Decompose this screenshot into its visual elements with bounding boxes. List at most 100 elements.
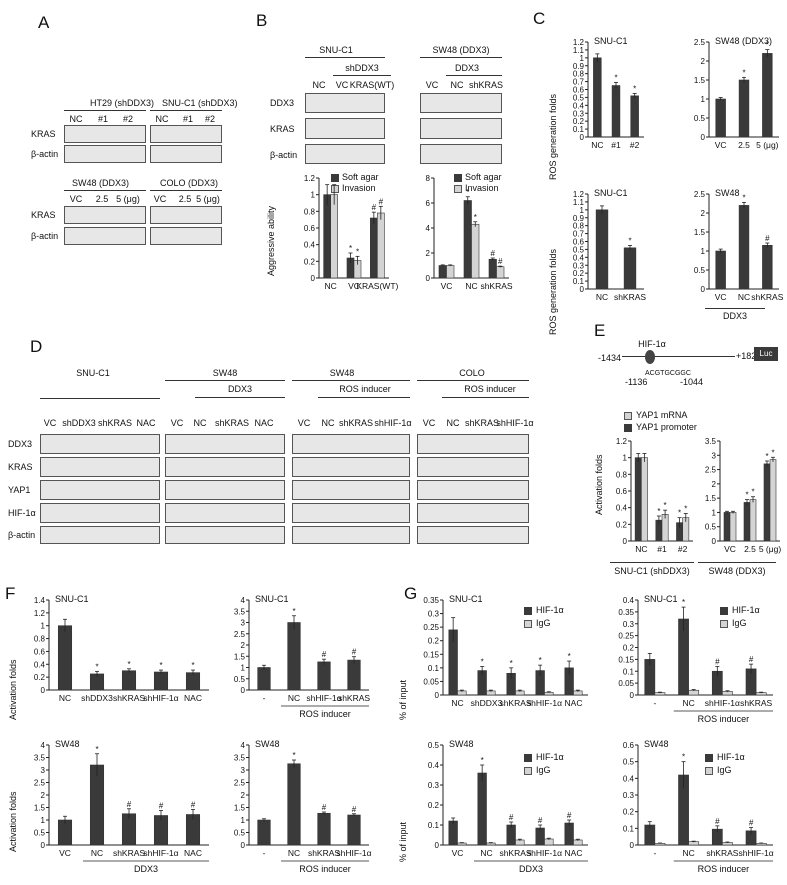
significance-mark: # [538,816,543,825]
category-label: NC [288,693,300,703]
chart-f-1: 0 0.2 0.4 0.6 0.8 1 1.2 1.4 SNU-C1 NC * shDDX3 * shKR… [34,594,209,703]
category-label: NC [451,698,463,708]
significance-mark: * [657,507,660,516]
significance-mark: # [352,648,357,657]
y-tick-label: 0 [630,691,635,700]
y-tick-label: 1 [701,95,706,104]
y-tick-label: 0.9 [573,214,585,223]
d-group: SW48 [212,368,238,378]
y-tick-label: 4 [426,224,431,233]
y-tick-label: 1.2 [616,437,628,446]
y-tick-label: 0.1 [428,821,440,830]
category-label: #1 [611,140,621,150]
legend-swatch [524,754,532,762]
y-tick-label: 0 [623,537,628,546]
legend-swatch [705,754,713,762]
y-tick-label: 1.5 [694,228,706,237]
y-tick-label: 4 [241,596,246,605]
legend-swatch [524,607,532,615]
y-tick-label: 0 [580,285,585,294]
significance-mark: * [466,188,469,197]
y-tick-label: 0.05 [423,677,439,686]
significance-mark: # [491,249,496,258]
blot-band [420,144,502,164]
significance-mark: * [682,753,685,762]
legend-label: YAP1 mRNA [636,410,688,420]
bar [370,217,378,279]
bar [317,812,331,846]
significance-mark: * [742,68,745,77]
bar [688,841,700,846]
category-label: NC [738,292,750,302]
bar [185,672,201,691]
y-tick-label: 0.5 [694,266,706,275]
y-tick-label: 0.7 [573,230,585,239]
d-lane: NC [321,418,335,428]
b-lane: shKRAS [468,80,504,90]
legend-label: Invasion [342,183,376,193]
significance-mark: * [292,607,295,616]
y-tick-label: 0 [241,841,246,850]
bar [347,659,361,691]
a-lane: VC [69,194,83,204]
bar [769,459,777,542]
bar [595,209,609,290]
y-tick-label: 3.5 [234,607,246,616]
y-tick-label: 1 [241,816,246,825]
y-tick-label: 1.2 [34,609,46,618]
y-tick-label: 2.5 [705,466,717,475]
significance-mark: # [509,813,514,822]
y-tick-label: 0.2 [34,673,46,682]
y-tick-label: 6 [426,199,431,208]
y-tick-label: 0.5 [573,245,585,254]
y-tick-label: 0.2 [623,808,635,817]
d-lane: shKRAS [214,418,250,428]
d-sub: DDX3 [227,384,253,394]
g-ylabel-top: % of input [398,679,408,720]
a-row-kras: KRAS [31,129,56,139]
blot-band [305,144,385,164]
y-tick-label: 0.2 [616,520,628,529]
significance-mark: * [349,244,352,253]
y-tick-label: 0.2 [573,117,585,126]
category-label: shHIF-1α [705,698,740,708]
d-row: HIF-1α [8,508,36,518]
bar [89,764,105,846]
a-lane: #1 [182,114,194,124]
bar [463,200,472,279]
y-tick-label: 0.4 [616,504,628,513]
chart-b-left: 0 0.2 0.4 0.6 0.8 1 1.2 NC * * VC ## KRAS(WT) [304,174,399,291]
significance-mark: * [682,598,685,607]
bar [762,244,773,290]
chart-g-1: 0 0.05 0.1 0.15 0.2 0.25 0.3 0.35 SNU-C1 NC * shDDX… [423,594,588,708]
y-tick-label: 1 [623,454,628,463]
significance-mark: * [745,491,748,500]
significance-mark: # [372,203,377,212]
d-group: SW48 [329,368,355,378]
y-tick-label: 1.4 [34,596,46,605]
y-tick-label: 1 [41,622,46,631]
significance-mark: * [678,509,681,518]
legend-label: Soft agar [465,172,502,182]
bar [287,622,301,691]
y-tick-label: 1.5 [234,804,246,813]
category-label: shHIF-1α [143,848,178,858]
blot-band [305,118,385,139]
bar [544,838,554,846]
category-label: NAC [184,693,202,703]
y-tick-label: 1.5 [705,494,717,503]
y-tick-label: 0.05 [618,679,634,688]
bar [446,265,455,279]
category-label: #2 [678,544,688,554]
chart-title: SNU-C1 [55,594,89,604]
chart-title: SNU-C1 [449,594,483,604]
b-lane: NC [450,80,464,90]
y-tick-label: 2 [241,641,246,650]
d-lane: shKRAS [464,418,500,428]
chart-c-2: 0 0.5 1 1.5 2 2.5 SW48 (DDX3) VC * 2.5 * 5 (μg) [694,36,779,150]
bar [715,98,726,138]
a-ht29-title: HT29 (shDDX3) [90,98,155,108]
y-tick-label: 0.8 [34,635,46,644]
category-label: shKRAS [113,693,145,703]
c-ylabel-bottom: ROS generation folds [548,248,558,335]
